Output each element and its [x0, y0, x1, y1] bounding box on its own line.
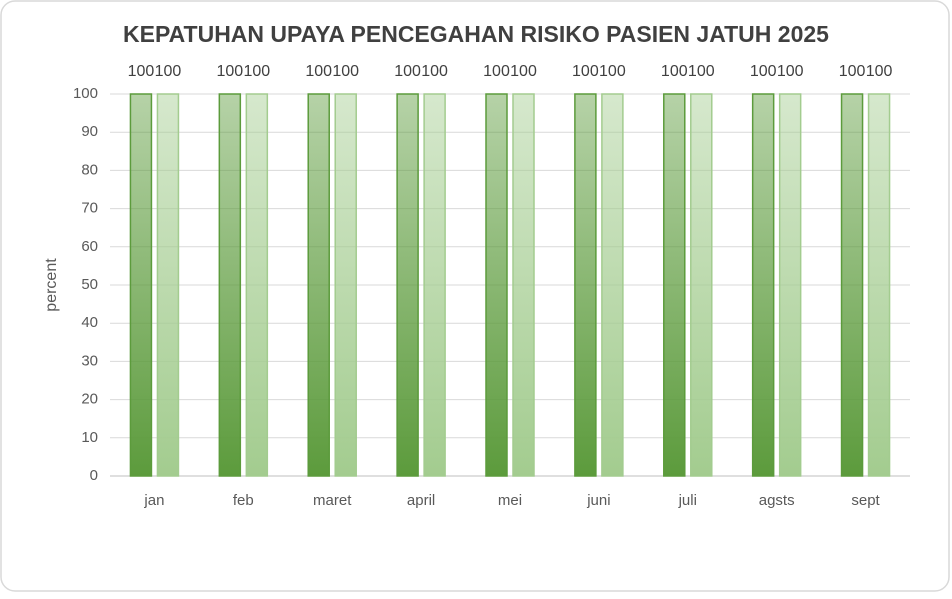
y-tick-label: 50 — [81, 276, 98, 293]
x-tick-label: feb — [233, 492, 254, 509]
bar — [751, 93, 775, 477]
x-tick-label: juli — [678, 492, 697, 509]
bar — [690, 93, 713, 477]
bar — [129, 93, 153, 477]
y-tick-label: 80 — [81, 161, 98, 178]
data-label: 100 — [128, 63, 155, 80]
data-label: 100 — [421, 63, 448, 80]
data-label: 100 — [839, 63, 866, 80]
bar — [307, 93, 330, 477]
y-tick-label: 10 — [81, 429, 98, 446]
x-tick-label: juni — [586, 492, 610, 509]
x-tick-label: agsts — [759, 492, 795, 509]
bar — [512, 93, 535, 477]
chart-title: KEPATUHAN UPAYA PENCEGAHAN RISIKO PASIEN… — [123, 21, 829, 47]
bar — [778, 93, 802, 477]
y-tick-label: 70 — [81, 200, 98, 217]
y-tick-label: 0 — [90, 467, 98, 484]
data-label: 100 — [510, 63, 537, 80]
data-label: 100 — [243, 63, 270, 80]
data-label: 100 — [305, 63, 332, 80]
y-tick-label: 20 — [81, 391, 98, 408]
data-label: 100 — [661, 63, 688, 80]
y-tick-label: 100 — [73, 85, 98, 102]
y-axis-label: percent — [43, 258, 60, 312]
data-label: 100 — [332, 63, 359, 80]
data-label: 100 — [572, 63, 599, 80]
bar — [334, 93, 357, 477]
bar — [156, 93, 180, 477]
bar — [867, 93, 891, 477]
bar — [423, 93, 446, 477]
bar — [485, 93, 508, 477]
data-label: 100 — [394, 63, 421, 80]
data-label: 100 — [483, 63, 510, 80]
y-tick-label: 30 — [81, 352, 98, 369]
bar — [218, 93, 242, 477]
data-label: 100 — [216, 63, 243, 80]
bar — [840, 93, 864, 477]
x-tick-label: jan — [143, 492, 164, 509]
y-tick-label: 60 — [81, 238, 98, 255]
x-tick-label: maret — [313, 492, 352, 509]
data-label: 100 — [155, 63, 182, 80]
y-tick-label: 90 — [81, 123, 98, 140]
data-label: 100 — [777, 63, 804, 80]
x-tick-label: sept — [851, 492, 880, 509]
bar — [396, 93, 419, 477]
x-tick-label: april — [407, 492, 435, 509]
bar — [601, 93, 624, 477]
data-label: 100 — [599, 63, 626, 80]
bar — [574, 93, 597, 477]
data-label: 100 — [750, 63, 777, 80]
data-label: 100 — [866, 63, 893, 80]
bar — [663, 93, 686, 477]
x-tick-label: mei — [498, 492, 522, 509]
bar — [245, 93, 269, 477]
data-label: 100 — [688, 63, 715, 80]
y-tick-label: 40 — [81, 314, 98, 331]
